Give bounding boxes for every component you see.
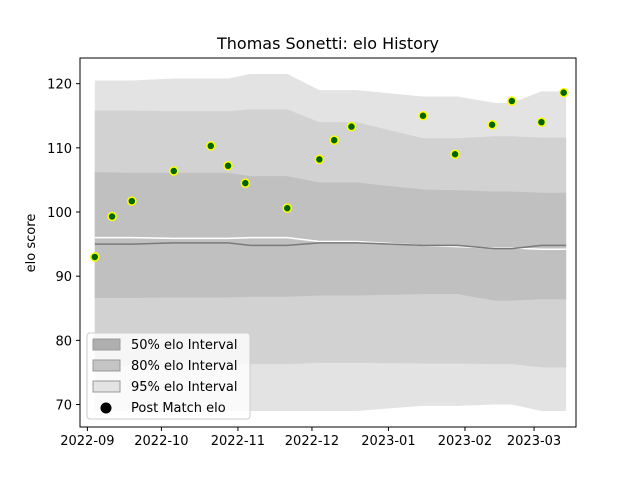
data-point-15 (536, 117, 547, 127)
data-point-9 (329, 135, 339, 145)
legend: 50% elo Interval 80% elo Interval 95% elo … (86, 332, 251, 420)
data-point-3 (169, 166, 179, 176)
y-tick-label-2: 90 (55, 270, 72, 285)
data-point-4 (206, 141, 216, 151)
x-tick-label-1: 2022-10 (134, 434, 188, 449)
data-point-7 (282, 203, 293, 213)
legend-swatch-0 (92, 338, 121, 351)
data-point-5 (223, 161, 233, 171)
x-tick-label-5: 2023-02 (438, 434, 492, 449)
data-point-2 (127, 196, 137, 206)
data-point-11 (418, 111, 428, 121)
band-50 (94, 172, 567, 301)
data-point-6 (240, 178, 251, 188)
legend-box (86, 332, 251, 420)
data-point-8 (314, 154, 325, 165)
y-tick-label-1: 80 (55, 334, 72, 349)
x-tick-label-2: 2022-11 (211, 434, 265, 449)
median-line (94, 242, 567, 250)
y-axis: 70 80 90 100 110 120 (47, 78, 80, 414)
y-tick-label-4: 110 (47, 142, 72, 157)
legend-label-0: 50% elo Interval (131, 338, 238, 353)
chart-title: Thomas Sonetti: elo History (216, 34, 439, 53)
x-tick-label-3: 2022-12 (285, 434, 339, 449)
legend-label-1: 80% elo Interval (131, 359, 238, 374)
data-point-10 (346, 121, 357, 132)
x-tick-label-6: 2023-03 (507, 434, 561, 449)
data-point-0 (90, 252, 100, 262)
y-tick-label-3: 100 (47, 206, 72, 221)
plot-area (79, 57, 577, 428)
x-axis: 2022-09 2022-10 2022-11 2022-12 2023-01 2023-… (60, 427, 561, 449)
data-point-14 (507, 96, 517, 106)
legend-swatch-2 (92, 380, 121, 393)
legend-label-3: Post Match elo (131, 401, 226, 416)
legend-label-2: 95% elo Interval (131, 380, 238, 395)
data-point-13 (487, 119, 497, 130)
y-axis-label: elo score (24, 214, 39, 273)
y-tick-label-0: 70 (55, 399, 72, 414)
legend-swatch-3 (100, 402, 112, 414)
data-point-1 (107, 211, 117, 222)
data-point-12 (450, 149, 460, 160)
data-point-16 (558, 87, 569, 98)
y-tick-label-5: 120 (47, 78, 72, 93)
legend-swatch-1 (92, 359, 121, 372)
x-tick-label-0: 2022-09 (60, 434, 114, 449)
x-tick-label-4: 2023-01 (361, 434, 415, 449)
plot-frame (79, 57, 577, 428)
